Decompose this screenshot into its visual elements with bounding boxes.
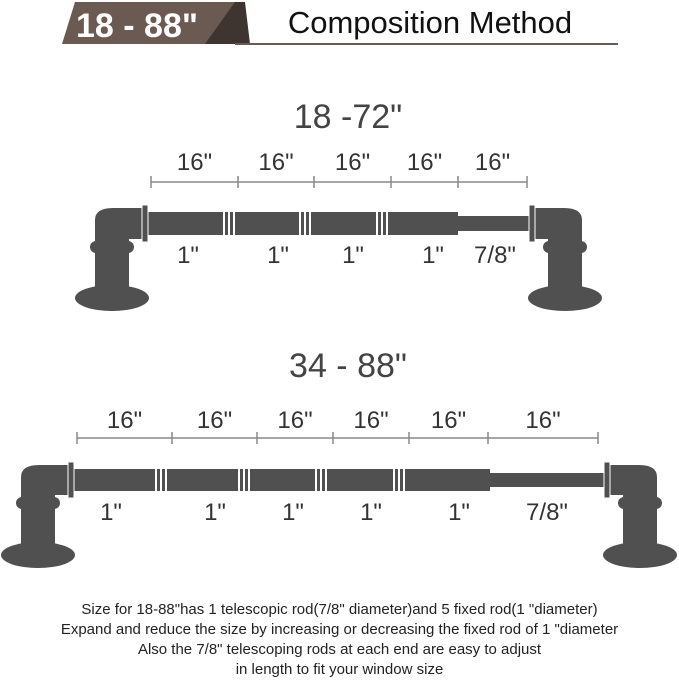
- rod-joint-mark: [243, 469, 245, 491]
- segment-length-label: 16": [353, 407, 388, 434]
- rod-joint-mark: [315, 469, 317, 491]
- rod-diameter-label: 1": [282, 499, 304, 526]
- rod-joint-mark: [299, 212, 301, 235]
- rod-joint-mark: [304, 212, 306, 235]
- segment-length-label: 16": [197, 407, 232, 434]
- rod-joint-mark: [325, 469, 327, 491]
- pipe-collar: [618, 497, 662, 509]
- pipe-flange: [67, 461, 75, 499]
- rod-joint-mark: [403, 469, 405, 491]
- mounting-base: [528, 285, 602, 311]
- diagram-18-72: 18 -72"16" 16" 16" 16" 16"1" 1" 1" 1" 7/8": [75, 98, 602, 311]
- fixed-rod: [145, 212, 458, 235]
- rod-diameter-label: 7/8": [474, 242, 516, 269]
- pipe-flange: [603, 461, 611, 499]
- rod-diameter-label: 1": [204, 499, 226, 526]
- rod-diameter-label: 1": [360, 499, 382, 526]
- rod-joint-mark: [228, 212, 230, 235]
- caption-line: Size for 18-88"has 1 telescopic rod(7/8"…: [81, 601, 598, 618]
- rod-joint-mark: [309, 212, 311, 235]
- telescopic-rod: [458, 216, 530, 231]
- rod-joint-mark: [223, 212, 225, 235]
- pipe-collar: [90, 241, 134, 253]
- pipe-collar: [16, 497, 60, 509]
- mounting-base: [603, 542, 677, 568]
- pipe-collar: [543, 241, 587, 253]
- segment-length-label: 16": [475, 149, 510, 176]
- rod-joint-mark: [320, 469, 322, 491]
- badge-text: 18 - 88": [76, 7, 198, 45]
- caption-line: Expand and reduce the size by increasing…: [60, 621, 619, 638]
- rod-joint-mark: [381, 212, 383, 235]
- size-heading: 34 - 88": [289, 347, 407, 385]
- segment-length-label: 16": [177, 149, 212, 176]
- segment-length-label: 16": [277, 407, 312, 434]
- badge-shadow: [205, 2, 250, 44]
- pipe-flange: [528, 204, 536, 243]
- segment-length-label: 16": [407, 149, 442, 176]
- diagram-34-88: 34 - 88" 16" 16" 16" 16" 16" 16" 1" 1" 1" 1" 1" 7/8": [1, 347, 677, 568]
- page-title: Composition Method: [288, 5, 572, 40]
- rod-joint-mark: [165, 469, 167, 491]
- rod-joint-mark: [155, 469, 157, 491]
- rod-diameter-label: 1": [100, 499, 122, 526]
- segment-length-label: 16": [431, 407, 466, 434]
- rod-diameter-label: 7/8": [526, 499, 568, 526]
- segment-length-label: 16": [107, 407, 142, 434]
- pipe-flange: [141, 204, 149, 243]
- segment-length-label: 16": [335, 149, 370, 176]
- rod-joint-mark: [248, 469, 250, 491]
- rod-joint-mark: [393, 469, 395, 491]
- caption-line: Also the 7/8" telescoping rods at each e…: [137, 641, 542, 658]
- rod-diameter-label: 1": [342, 242, 364, 269]
- rod-joint-mark: [376, 212, 378, 235]
- rod-diameter-label: 1": [267, 242, 289, 269]
- badge-background: [62, 2, 245, 44]
- rod-diameter-label: 1": [448, 499, 470, 526]
- mounting-base: [1, 542, 75, 568]
- rod-joint-mark: [398, 469, 400, 491]
- telescopic-rod: [490, 473, 605, 487]
- header-banner: 18 - 88" Composition Method: [62, 2, 618, 45]
- description-text: Size for 18-88"has 1 telescopic rod(7/8"…: [0, 600, 679, 680]
- caption-line: in length to fit your window size: [235, 661, 444, 678]
- rod-diameter-label: 1": [177, 242, 199, 269]
- segment-length-label: 16": [258, 149, 293, 176]
- rod-joint-mark: [238, 469, 240, 491]
- mounting-base: [75, 285, 149, 311]
- rod-diameter-label: 1": [422, 242, 444, 269]
- segment-length-label: 16": [525, 407, 560, 434]
- fixed-rod: [70, 469, 490, 491]
- rod-joint-mark: [386, 212, 388, 235]
- rod-joint-mark: [160, 469, 162, 491]
- rod-joint-mark: [233, 212, 235, 235]
- size-heading: 18 -72": [294, 98, 402, 136]
